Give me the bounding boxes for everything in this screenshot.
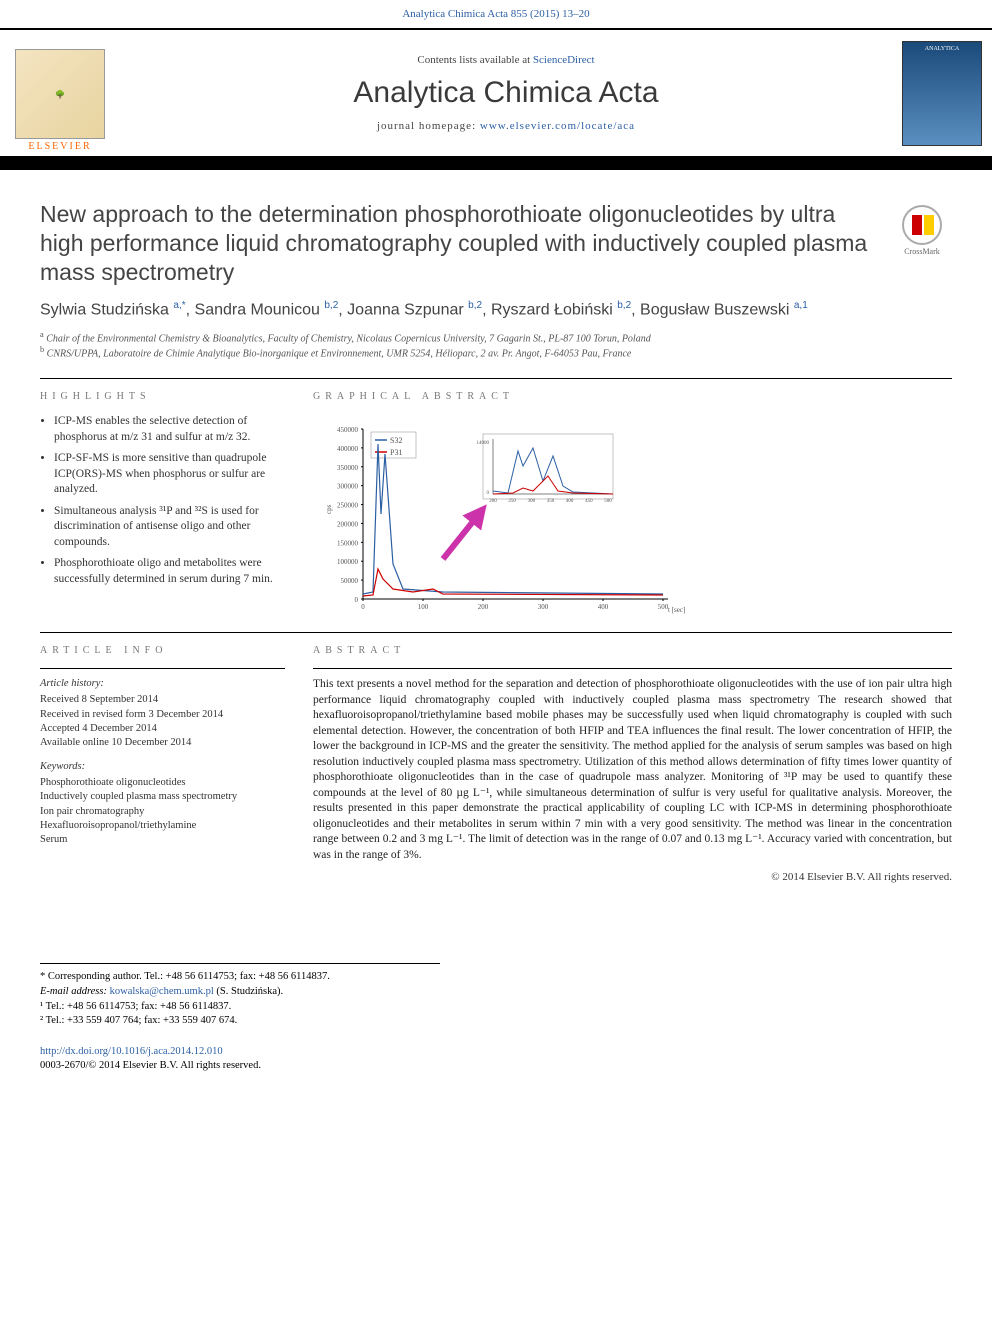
svg-text:t [sec]: t [sec] bbox=[668, 606, 685, 614]
history-line: Accepted 4 December 2014 bbox=[40, 722, 285, 736]
article-info-label: ARTICLE INFO bbox=[40, 645, 285, 656]
publisher-name: ELSEVIER bbox=[28, 141, 91, 152]
highlight-item: Phosphorothioate oligo and metabolites w… bbox=[54, 556, 285, 587]
svg-text:350000: 350000 bbox=[337, 464, 359, 472]
author-email-link[interactable]: kowalska@chem.umk.pl bbox=[110, 986, 214, 997]
abstract-label: ABSTRACT bbox=[313, 645, 952, 656]
crossmark-badge[interactable]: CrossMark bbox=[892, 200, 952, 260]
contents-line: Contents lists available at ScienceDirec… bbox=[120, 54, 892, 66]
svg-text:100: 100 bbox=[418, 603, 429, 611]
highlights-list: ICP-MS enables the selective detection o… bbox=[40, 414, 285, 587]
highlight-item: ICP-MS enables the selective detection o… bbox=[54, 414, 285, 445]
cover-thumb-block: ANALYTICA bbox=[892, 30, 992, 156]
graphical-abstract-label: GRAPHICAL ABSTRACT bbox=[313, 391, 952, 402]
publisher-block: 🌳 ELSEVIER bbox=[0, 30, 120, 156]
history-line: Received in revised form 3 December 2014 bbox=[40, 708, 285, 722]
svg-text:200: 200 bbox=[489, 499, 497, 504]
keyword: Phosphorothioate oligonucleotides bbox=[40, 776, 285, 790]
email-suffix: (S. Studzińska). bbox=[214, 986, 283, 997]
svg-text:300: 300 bbox=[528, 499, 536, 504]
crossmark-icon bbox=[902, 205, 942, 245]
svg-text:500: 500 bbox=[604, 499, 612, 504]
svg-text:450000: 450000 bbox=[337, 426, 359, 434]
svg-text:cps: cps bbox=[325, 505, 333, 515]
elsevier-tree-icon: 🌳 bbox=[15, 49, 105, 139]
keyword: Ion pair chromatography bbox=[40, 805, 285, 819]
issn-line: 0003-2670/© 2014 Elsevier B.V. All right… bbox=[40, 1060, 261, 1071]
keyword: Inductively coupled plasma mass spectrom… bbox=[40, 790, 285, 804]
keyword: Hexafluoroisopropanol/triethylamine bbox=[40, 819, 285, 833]
svg-text:400000: 400000 bbox=[337, 445, 359, 453]
contents-prefix: Contents lists available at bbox=[417, 54, 532, 66]
graphical-abstract-chart: 0500001000001500002000002500003000003500… bbox=[323, 414, 693, 614]
history-line: Received 8 September 2014 bbox=[40, 693, 285, 707]
footnote-2: ² Tel.: +33 559 407 764; fax: +33 559 40… bbox=[40, 1014, 440, 1029]
svg-text:300000: 300000 bbox=[337, 483, 359, 491]
svg-text:200: 200 bbox=[478, 603, 489, 611]
homepage-line: journal homepage: www.elsevier.com/locat… bbox=[120, 120, 892, 132]
highlight-item: Simultaneous analysis ³¹P and ³²S is use… bbox=[54, 504, 285, 551]
svg-text:14000: 14000 bbox=[477, 441, 490, 446]
svg-text:200000: 200000 bbox=[337, 521, 359, 529]
svg-text:0: 0 bbox=[361, 603, 365, 611]
svg-text:50000: 50000 bbox=[341, 577, 359, 585]
banner-center: Contents lists available at ScienceDirec… bbox=[120, 30, 892, 156]
copyright-line: © 2014 Elsevier B.V. All rights reserved… bbox=[313, 871, 952, 883]
divider bbox=[313, 668, 952, 669]
divider bbox=[40, 668, 285, 669]
svg-text:300: 300 bbox=[538, 603, 549, 611]
corresponding-author: * Corresponding author. Tel.: +48 56 611… bbox=[40, 970, 440, 985]
crossmark-label: CrossMark bbox=[904, 247, 940, 256]
highlight-item: ICP-SF-MS is more sensitive than quadrup… bbox=[54, 451, 285, 498]
svg-text:100000: 100000 bbox=[337, 558, 359, 566]
article-title: New approach to the determination phosph… bbox=[40, 200, 872, 286]
keywords-heading: Keywords: bbox=[40, 760, 285, 774]
svg-text:450: 450 bbox=[585, 499, 593, 504]
highlights-label: HIGHLIGHTS bbox=[40, 391, 285, 402]
journal-name: Analytica Chimica Acta bbox=[120, 76, 892, 110]
svg-text:150000: 150000 bbox=[337, 540, 359, 548]
banner-divider bbox=[0, 158, 992, 170]
svg-text:250: 250 bbox=[508, 499, 516, 504]
svg-text:350: 350 bbox=[547, 499, 555, 504]
email-line: E-mail address: kowalska@chem.umk.pl (S.… bbox=[40, 985, 440, 1000]
abstract-text: This text presents a novel method for th… bbox=[313, 677, 952, 863]
doi-link[interactable]: http://dx.doi.org/10.1016/j.aca.2014.12.… bbox=[40, 1046, 223, 1057]
email-prefix: E-mail address: bbox=[40, 986, 110, 997]
svg-text:400: 400 bbox=[598, 603, 609, 611]
history-line: Available online 10 December 2014 bbox=[40, 736, 285, 750]
article-history: Article history: Received 8 September 20… bbox=[40, 677, 285, 847]
svg-text:P31: P31 bbox=[390, 448, 402, 457]
author-list: Sylwia Studzińska a,*, Sandra Mounicou b… bbox=[40, 300, 952, 319]
svg-text:400: 400 bbox=[566, 499, 574, 504]
divider bbox=[40, 378, 952, 379]
footnote-1: ¹ Tel.: +48 56 6114753; fax: +48 56 6114… bbox=[40, 1000, 440, 1015]
svg-text:0: 0 bbox=[355, 596, 359, 604]
affiliations: a Chair of the Environmental Chemistry &… bbox=[40, 330, 952, 361]
sciencedirect-link[interactable]: ScienceDirect bbox=[533, 54, 595, 66]
journal-banner: 🌳 ELSEVIER Contents lists available at S… bbox=[0, 28, 992, 158]
keyword: Serum bbox=[40, 833, 285, 847]
journal-cover-icon: ANALYTICA bbox=[902, 41, 982, 146]
footnotes: * Corresponding author. Tel.: +48 56 611… bbox=[40, 963, 440, 1029]
homepage-prefix: journal homepage: bbox=[377, 120, 480, 132]
divider bbox=[40, 632, 952, 633]
running-head: Analytica Chimica Acta 855 (2015) 13–20 bbox=[0, 0, 992, 28]
history-heading: Article history: bbox=[40, 677, 285, 691]
svg-text:S32: S32 bbox=[390, 436, 402, 445]
footer: http://dx.doi.org/10.1016/j.aca.2014.12.… bbox=[40, 1045, 952, 1072]
homepage-link[interactable]: www.elsevier.com/locate/aca bbox=[480, 120, 635, 132]
svg-text:250000: 250000 bbox=[337, 502, 359, 510]
